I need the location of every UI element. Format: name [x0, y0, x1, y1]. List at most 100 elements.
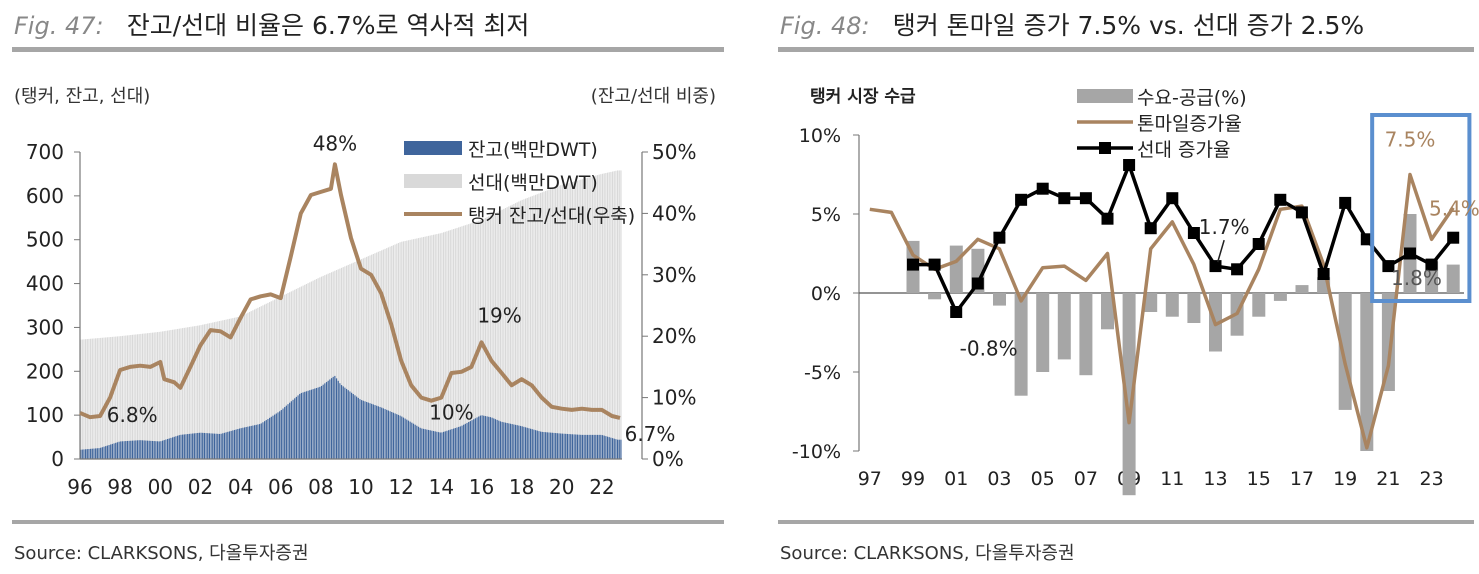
- fleet-bar: [265, 303, 267, 459]
- fleet-bar: [422, 236, 425, 459]
- fleet-bar: [414, 238, 416, 459]
- fleet-bar: [262, 305, 264, 459]
- fleet-bar: [434, 234, 436, 459]
- axes-group: 01002003004005006007000%10%20%30%40%50%9…: [26, 140, 697, 499]
- fleet-bar: [615, 170, 617, 459]
- y-tick-label: 10%: [799, 125, 841, 147]
- x-tick-label: 03: [987, 468, 1011, 490]
- fleet-bar: [245, 313, 247, 459]
- orderbook-bar: [379, 406, 381, 459]
- orderbook-bar: [424, 429, 426, 459]
- orderbook-bar: [143, 440, 145, 459]
- orderbook-bar: [603, 435, 605, 459]
- orderbook-bar: [367, 402, 369, 459]
- fleet-bar: [516, 202, 518, 460]
- orderbook-bar: [545, 432, 547, 459]
- orderbook-bar: [81, 449, 83, 459]
- orderbook-bar: [242, 427, 244, 459]
- fleet-bar: [381, 250, 383, 459]
- fleet-bar: [463, 225, 465, 459]
- fleet-bar: [91, 338, 93, 459]
- fleet-bar: [329, 272, 331, 459]
- orderbook-bar: [541, 431, 543, 459]
- orderbook-bar: [484, 416, 487, 459]
- fleet-bar: [90, 338, 92, 459]
- fleet-bar: [300, 286, 303, 459]
- x-tick-label: 21: [1376, 468, 1400, 490]
- fleet-bar: [292, 290, 294, 459]
- fleet-bar: [247, 312, 249, 459]
- fleet-bar: [556, 186, 558, 460]
- annotation-label: 1.7%: [1199, 215, 1250, 239]
- orderbook-bar: [253, 425, 256, 459]
- fleet-bar: [464, 225, 466, 459]
- orderbook-bar: [416, 425, 418, 459]
- fleet-bar: [200, 325, 202, 459]
- legend-swatch-orderbook: [404, 141, 462, 155]
- orderbook-bar: [297, 395, 299, 459]
- orderbook-bar: [295, 396, 297, 459]
- orderbook-bar: [319, 386, 321, 459]
- fleet-bar: [126, 335, 129, 459]
- orderbook-bar: [222, 433, 224, 459]
- x-tick-label: 02: [188, 475, 213, 499]
- orderbook-bar: [535, 430, 537, 459]
- fleet-bar: [362, 258, 364, 459]
- orderbook-bar: [146, 440, 149, 459]
- orderbook-bar: [429, 430, 431, 459]
- fleet-growth-marker: [1274, 193, 1287, 206]
- fleet-bar: [270, 301, 272, 459]
- orderbook-bar: [401, 416, 403, 459]
- fleet-bar: [498, 211, 500, 459]
- fleet-bar: [175, 329, 177, 459]
- fleet-bar: [603, 173, 605, 459]
- orderbook-bar: [227, 431, 229, 459]
- fleet-bar: [528, 197, 530, 460]
- fleet-bar: [170, 330, 172, 459]
- orderbook-bar: [282, 408, 284, 459]
- fleet-bar: [334, 270, 336, 459]
- figure-48-header: Fig. 48: 탱커 톤마일 증가 7.5% vs. 선대 증가 2.5%: [780, 6, 1364, 42]
- orderbook-bar: [220, 433, 222, 459]
- fleet-growth-marker: [1036, 182, 1049, 195]
- fleet-bar: [419, 237, 421, 459]
- fleet-bar: [253, 309, 256, 459]
- legend-label: 수요-공급(%): [1137, 87, 1247, 109]
- supply-demand-bar: [1338, 293, 1352, 410]
- orderbook-bar: [245, 427, 247, 459]
- fleet-bar: [387, 247, 389, 459]
- right-y-tick-label: 40%: [652, 201, 696, 225]
- orderbook-bar: [141, 440, 144, 459]
- fleet-bar: [476, 221, 478, 459]
- fleet-growth-marker: [993, 231, 1006, 244]
- fleet-bar: [558, 185, 560, 459]
- fleet-bar: [217, 321, 219, 459]
- fleet-bar: [131, 334, 134, 459]
- fleet-growth-marker: [1339, 196, 1352, 209]
- orderbook-bar: [294, 398, 296, 459]
- supply-demand-bar: [1273, 293, 1287, 301]
- fleet-bar: [351, 263, 353, 459]
- legend: 잔고(백만DWT) 선대(백만DWT) 탱커 잔고/선대(우축): [404, 139, 635, 227]
- orderbook-bar: [182, 434, 184, 459]
- orderbook-bar: [270, 416, 272, 459]
- left-y-tick-label: 600: [26, 184, 64, 208]
- fleet-bar: [488, 216, 490, 459]
- orderbook-bar: [120, 441, 122, 459]
- fleet-bar: [257, 307, 259, 459]
- fleet-bar: [535, 194, 537, 459]
- fleet-bar: [237, 317, 239, 459]
- orderbook-bar: [165, 439, 167, 459]
- chart-title: 탱커 시장 수급: [810, 87, 916, 107]
- orderbook-bar: [307, 390, 309, 459]
- orderbook-bar: [521, 426, 523, 459]
- fleet-bar: [571, 181, 574, 460]
- fleet-bar: [610, 171, 612, 460]
- fleet-bar: [232, 318, 234, 459]
- orderbook-bar: [469, 421, 471, 459]
- orderbook-bar: [598, 434, 600, 459]
- fleet-bar: [344, 266, 346, 459]
- orderbook-bar: [561, 433, 563, 459]
- orderbook-bar: [494, 419, 497, 459]
